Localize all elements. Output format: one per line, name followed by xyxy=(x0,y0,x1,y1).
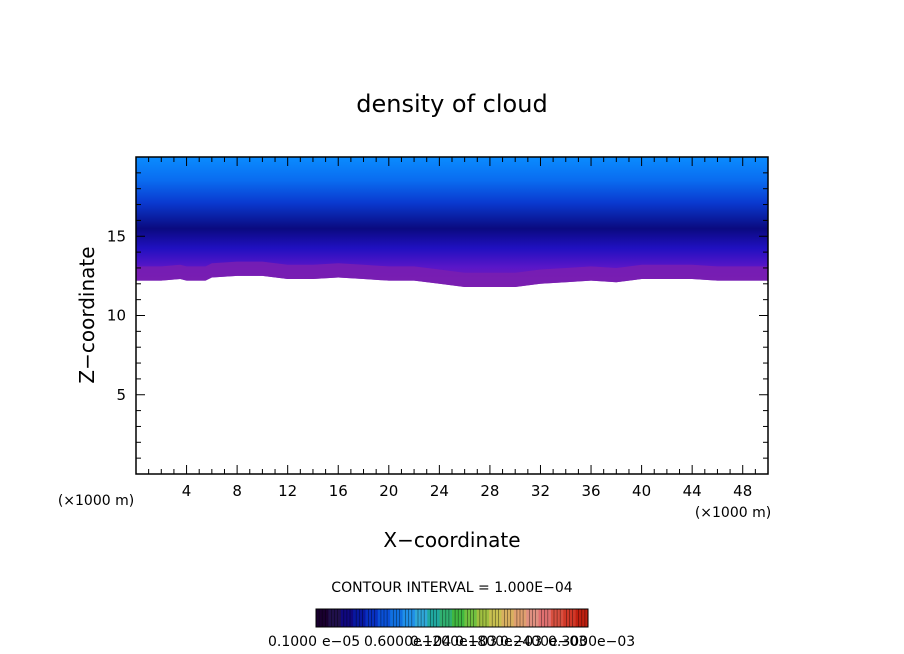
x-tick-label: 32 xyxy=(531,482,550,500)
colorbar-label: e−05 xyxy=(322,634,360,650)
chart-title: density of cloud xyxy=(356,90,547,118)
x-tick-label: 28 xyxy=(480,482,499,500)
x-axis-label: X−coordinate xyxy=(383,528,520,552)
y-tick-label: 5 xyxy=(116,386,126,404)
x-tick-label: 8 xyxy=(232,482,242,500)
colorbar-labels: 0.1000 e−05 0.6000e−040.1200e−030.1800e−03… xyxy=(268,634,635,650)
x-tick-label: 20 xyxy=(379,482,398,500)
x-unit-right: (×1000 m) xyxy=(695,505,771,521)
x-tick-label: 4 xyxy=(182,482,192,500)
x-axis-ticks: 4 8 12 16 20 24 28 32 36 40 44 48 xyxy=(148,157,756,500)
x-unit-left: (×1000 m) xyxy=(58,493,134,509)
x-tick-label: 24 xyxy=(430,482,449,500)
colorbar-label: 0.1800e−03 xyxy=(455,634,542,650)
y-axis-ticks: 5 10 15 xyxy=(107,172,768,459)
x-tick-label: 12 xyxy=(278,482,297,500)
x-tick-label: 16 xyxy=(329,482,348,500)
colorbar-label: 0.6000e−04 xyxy=(364,634,451,650)
x-tick-label: 36 xyxy=(581,482,600,500)
colorbar-label: 0.2400e−03 xyxy=(500,634,587,650)
colorbar-label: 0.1000 xyxy=(268,634,317,650)
y-tick-label: 15 xyxy=(107,227,126,245)
colorbar-frame xyxy=(315,608,589,628)
contour-interval-label: CONTOUR INTERVAL = 1.000E−04 xyxy=(331,580,572,596)
colorbar-label: 0.3000e−03 xyxy=(548,634,635,650)
cloud-density-field xyxy=(136,157,768,287)
y-axis-label: Z−coordinate xyxy=(75,246,99,383)
x-tick-label: 44 xyxy=(683,482,702,500)
colorbar xyxy=(316,609,589,627)
cloud-base-band xyxy=(136,261,768,287)
x-tick-label: 48 xyxy=(733,482,752,500)
y-tick-label: 10 xyxy=(107,307,126,325)
colorbar-label: 0.1200e−03 xyxy=(410,634,497,650)
plot-area xyxy=(136,157,768,287)
x-tick-label: 40 xyxy=(632,482,651,500)
